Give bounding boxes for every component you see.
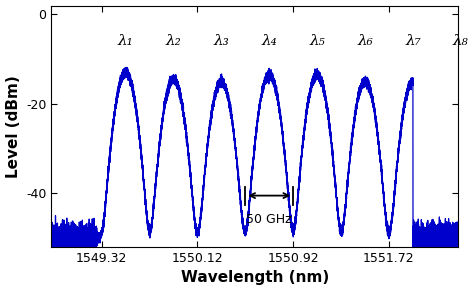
X-axis label: Wavelength (nm): Wavelength (nm) [181, 270, 329, 285]
Text: λ₃: λ₃ [213, 34, 229, 48]
Text: λ₄: λ₄ [261, 34, 277, 48]
Text: λ₂: λ₂ [165, 34, 182, 48]
Text: λ₇: λ₇ [405, 34, 421, 48]
Text: λ₅: λ₅ [309, 34, 325, 48]
Text: 50 GHz: 50 GHz [246, 214, 292, 226]
Text: λ₈: λ₈ [453, 34, 469, 48]
Text: λ₁: λ₁ [118, 34, 134, 48]
Text: λ₆: λ₆ [357, 34, 373, 48]
Y-axis label: Level (dBm): Level (dBm) [6, 75, 20, 178]
